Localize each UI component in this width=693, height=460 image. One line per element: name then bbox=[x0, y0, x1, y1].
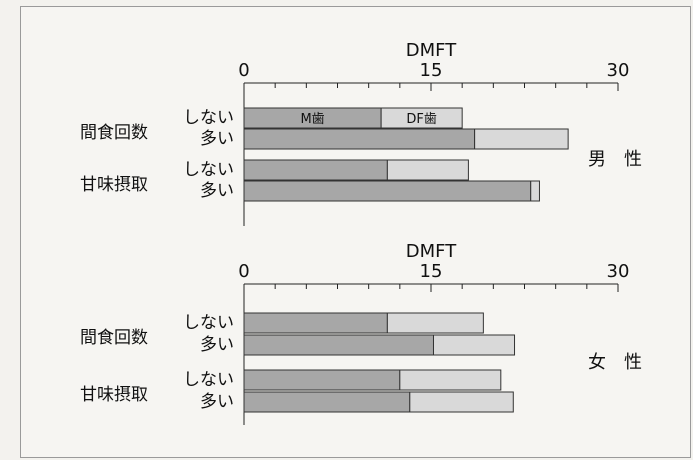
bar-df-segment bbox=[386, 159, 469, 181]
x-tick-label: 15 bbox=[420, 60, 443, 81]
row-label: しない bbox=[183, 160, 234, 180]
bar-df-segment bbox=[432, 334, 516, 356]
row-label: しない bbox=[183, 313, 234, 333]
axis-title: DMFT bbox=[406, 40, 457, 61]
bar-m-segment bbox=[243, 391, 411, 413]
row-label: しない bbox=[183, 108, 234, 128]
axis-title: DMFT bbox=[406, 241, 457, 262]
row-label: 多い bbox=[200, 335, 234, 355]
group-label: 間食回数 bbox=[80, 123, 148, 143]
series-label-df: DF歯 bbox=[406, 112, 437, 127]
group-label: 甘味摂取 bbox=[80, 385, 148, 405]
bar-m-segment bbox=[243, 159, 388, 181]
x-tick-label: 30 bbox=[607, 261, 630, 282]
group-label: 間食回数 bbox=[80, 328, 148, 348]
row-label: 多い bbox=[200, 129, 234, 149]
bar-m-segment bbox=[243, 334, 434, 356]
bar-df-segment bbox=[399, 369, 502, 391]
side-label: 男 性 bbox=[588, 149, 642, 170]
bar-df-segment bbox=[530, 180, 540, 202]
bar-df-segment bbox=[386, 312, 484, 334]
bar-df-segment bbox=[474, 128, 569, 150]
bar-m-segment bbox=[243, 312, 388, 334]
row-label: 多い bbox=[200, 392, 234, 412]
x-tick-label: 0 bbox=[238, 261, 249, 282]
x-tick-label: 0 bbox=[238, 60, 249, 81]
bar-m-segment bbox=[243, 180, 532, 202]
bar-m-segment bbox=[243, 128, 476, 150]
row-label: しない bbox=[183, 370, 234, 390]
row-label: 多い bbox=[200, 181, 234, 201]
series-label-m: M歯 bbox=[300, 112, 324, 127]
bar-m-segment bbox=[243, 369, 401, 391]
group-label: 甘味摂取 bbox=[80, 175, 148, 195]
x-tick-label: 30 bbox=[607, 60, 630, 81]
bar-df-segment bbox=[409, 391, 514, 413]
side-label: 女 性 bbox=[588, 352, 642, 373]
bar-df-segment bbox=[380, 107, 463, 129]
x-tick-label: 15 bbox=[420, 261, 443, 282]
